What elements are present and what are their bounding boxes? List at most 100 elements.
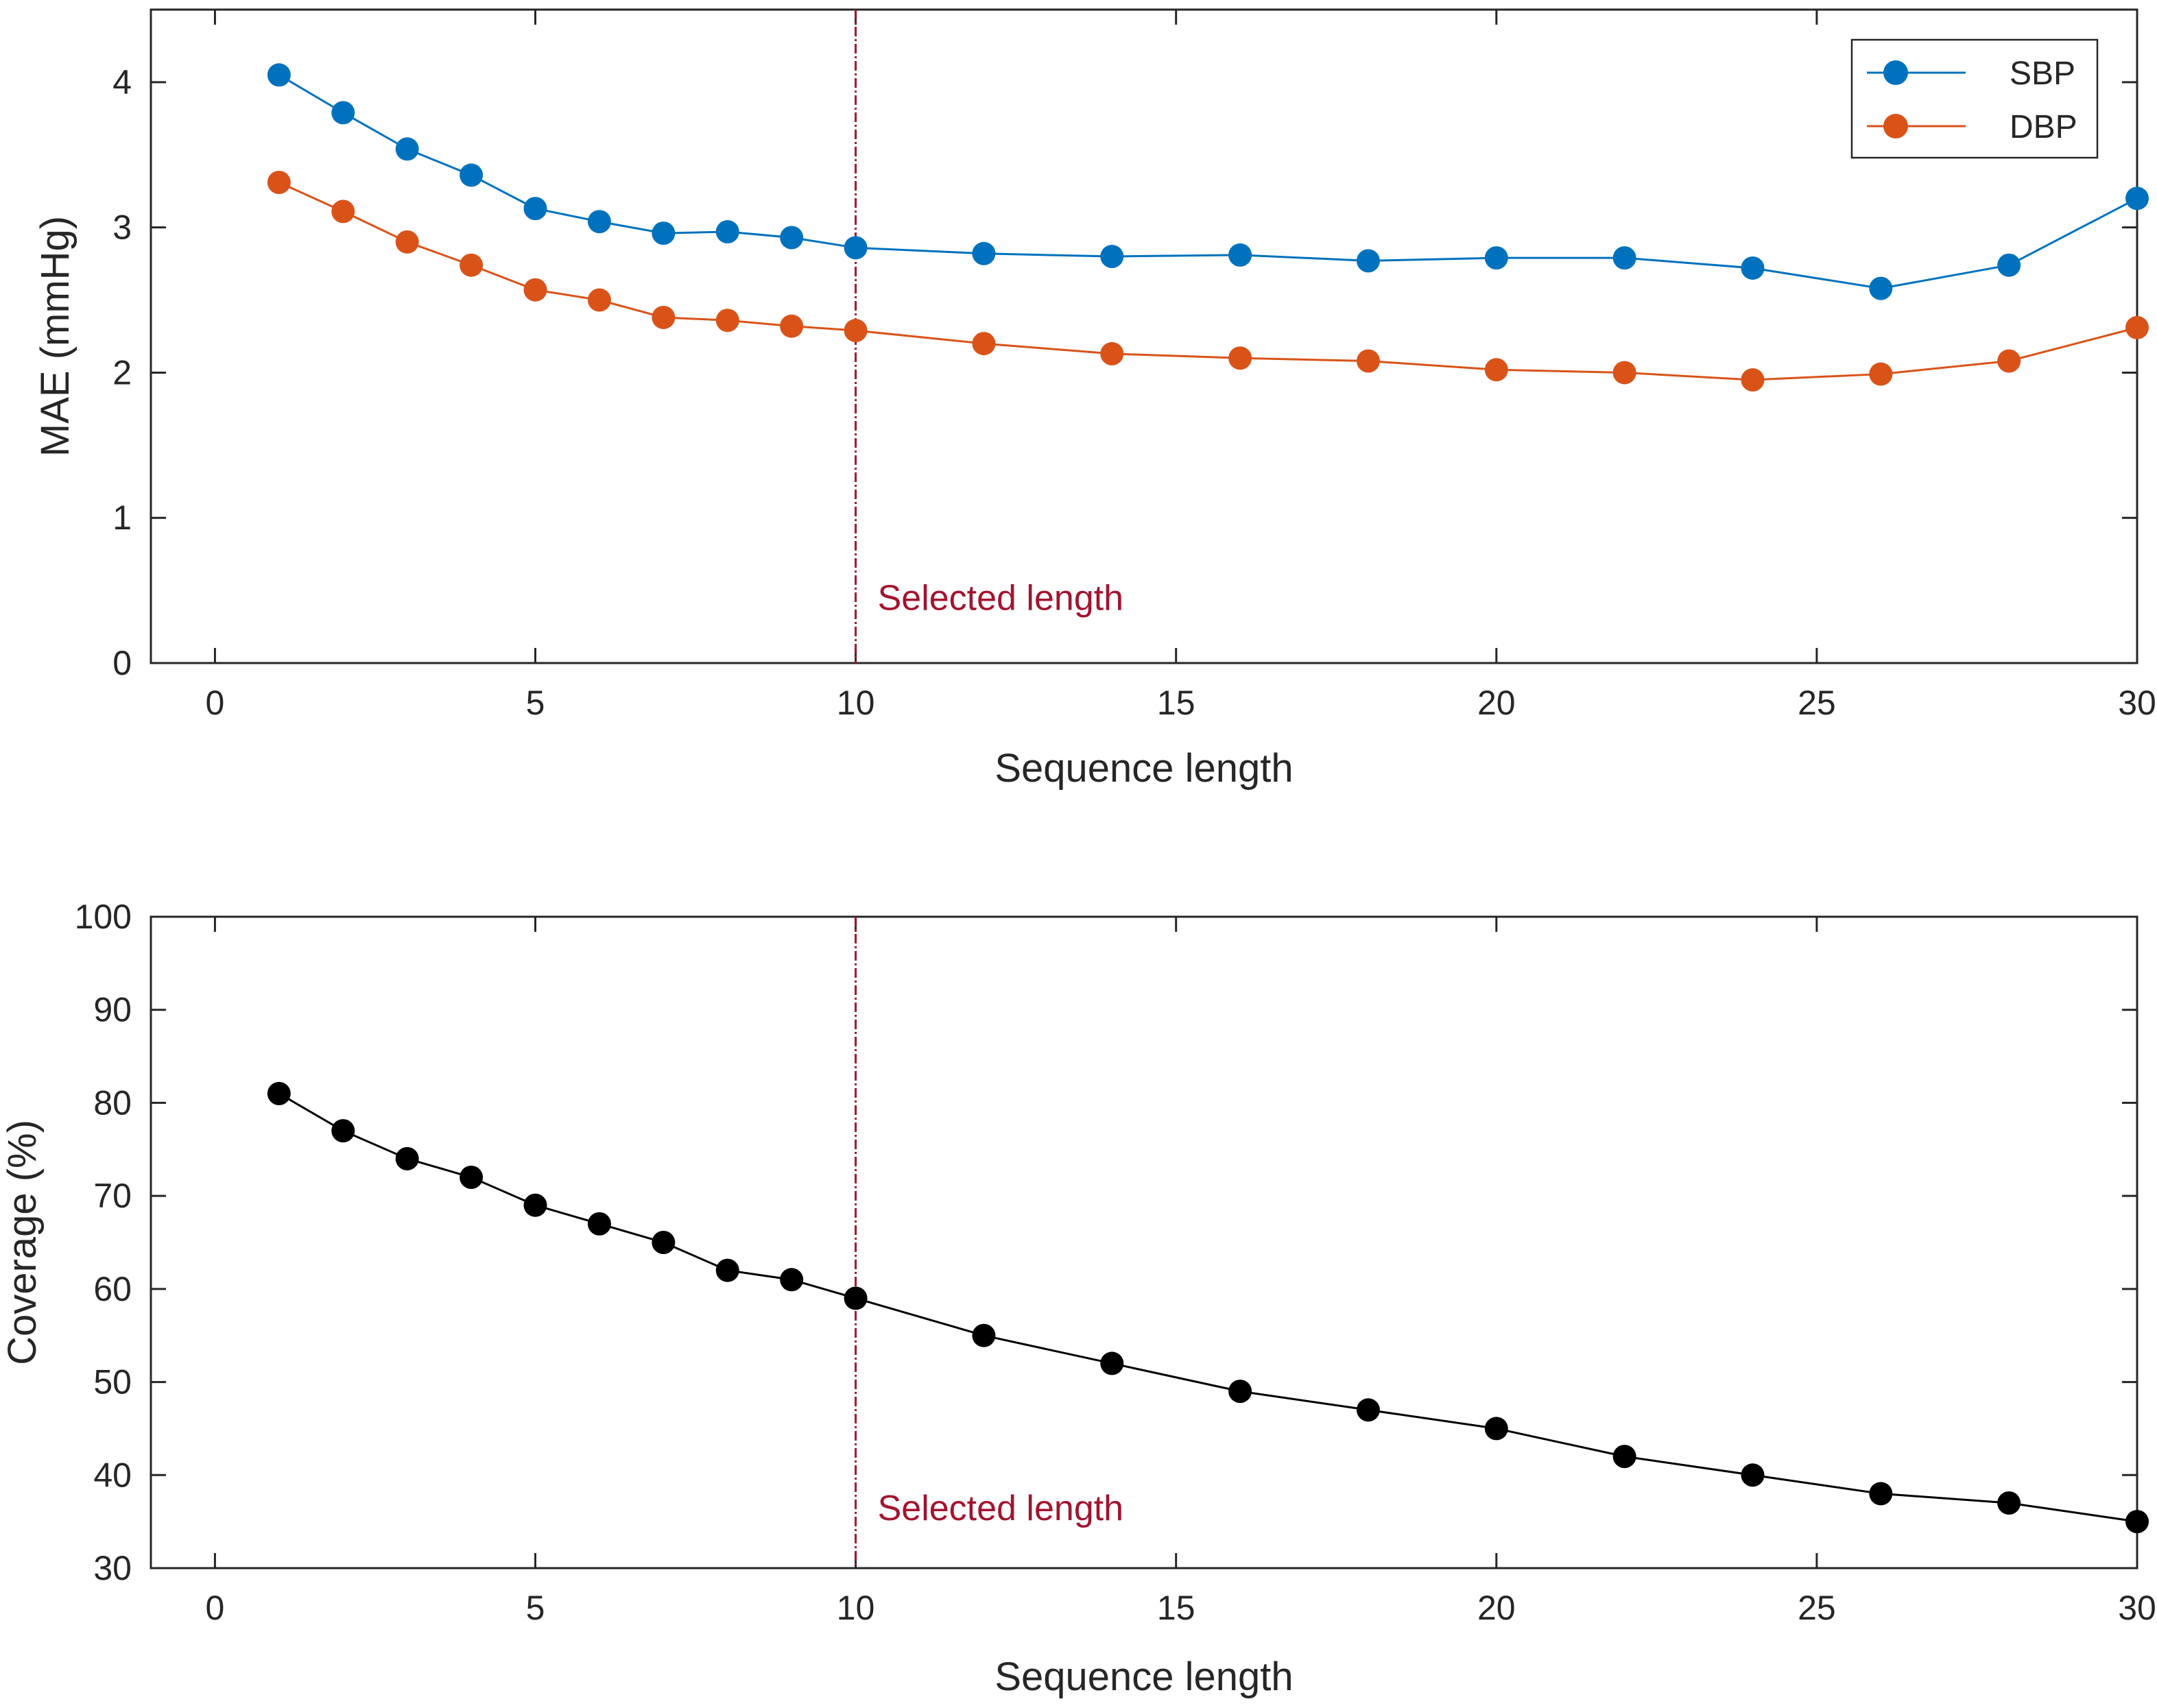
coverage-point-coverage — [1741, 1463, 1765, 1487]
coverage-y-tick-label: 50 — [93, 1363, 132, 1402]
mae-point-sbp — [780, 226, 804, 250]
mae-point-sbp — [715, 220, 739, 244]
coverage-y-tick-label: 90 — [93, 991, 132, 1029]
mae-x-tick-label: 20 — [1477, 684, 1516, 722]
mae-point-sbp — [2125, 187, 2149, 211]
coverage-series — [267, 1081, 2149, 1534]
mae-point-sbp — [267, 63, 291, 87]
coverage-point-coverage — [652, 1231, 676, 1254]
mae-point-dbp — [1228, 346, 1252, 370]
mae-point-dbp — [460, 253, 484, 277]
mae-series-line-sbp — [278, 74, 2138, 290]
mae-chart: 0 5 10 15 20 25 30 0 1 2 3 4 Selected length Sequen… — [33, 8, 2156, 791]
coverage-point-coverage — [1869, 1482, 1893, 1506]
coverage-point-coverage — [460, 1166, 484, 1189]
legend-dbp-marker — [1883, 114, 1908, 139]
mae-point-sbp — [844, 236, 868, 260]
mae-plot-area — [150, 8, 2138, 664]
coverage-point-coverage — [972, 1323, 996, 1347]
coverage-x-tick-label: 0 — [206, 1589, 225, 1627]
coverage-y-axis-label: Coverage (%) — [0, 1120, 45, 1365]
coverage-point-coverage — [331, 1119, 355, 1143]
coverage-y-tick-label: 100 — [75, 898, 132, 936]
coverage-point-coverage — [2125, 1510, 2149, 1534]
mae-point-dbp — [1100, 341, 1124, 365]
mae-point-sbp — [1741, 256, 1765, 280]
mae-point-sbp — [395, 137, 419, 161]
mae-y-tick-label: 4 — [112, 63, 132, 101]
coverage-x-tick-label: 30 — [2118, 1589, 2156, 1627]
mae-y-tick-label: 0 — [112, 644, 132, 682]
coverage-point-coverage — [1612, 1445, 1636, 1469]
mae-point-dbp — [652, 305, 676, 329]
coverage-x-tick-label: 15 — [1157, 1589, 1195, 1627]
mae-legend: SBP DBP — [1850, 38, 2099, 159]
coverage-point-coverage — [715, 1258, 739, 1282]
mae-point-sbp — [1228, 243, 1252, 267]
mae-point-dbp — [1869, 362, 1893, 386]
legend-dbp-label: DBP — [2010, 109, 2077, 145]
coverage-x-tick-label: 25 — [1798, 1589, 1836, 1627]
mae-x-tick-label: 0 — [206, 684, 225, 722]
coverage-point-coverage — [844, 1286, 868, 1310]
mae-ticks: 0 5 10 15 20 25 30 0 1 2 3 4 — [112, 10, 2156, 722]
mae-series — [267, 63, 2149, 392]
mae-point-dbp — [844, 319, 868, 343]
mae-point-sbp — [1356, 249, 1380, 273]
mae-point-dbp — [1612, 361, 1636, 385]
coverage-point-coverage — [267, 1081, 291, 1105]
mae-point-dbp — [1484, 358, 1508, 382]
mae-point-sbp — [1612, 246, 1636, 270]
mae-point-dbp — [780, 314, 804, 338]
mae-y-tick-label: 2 — [112, 353, 132, 392]
mae-x-tick-label: 30 — [2118, 684, 2156, 722]
mae-y-tick-label: 1 — [112, 498, 132, 537]
mae-point-sbp — [652, 221, 676, 245]
coverage-plot-area — [150, 915, 2138, 1569]
mae-point-dbp — [331, 200, 355, 224]
coverage-point-coverage — [587, 1212, 611, 1236]
mae-point-dbp — [972, 332, 996, 356]
coverage-point-coverage — [1356, 1398, 1380, 1422]
mae-point-sbp — [587, 210, 611, 234]
mae-point-dbp — [1741, 368, 1765, 392]
mae-x-tick-label: 10 — [837, 684, 875, 722]
coverage-point-coverage — [1484, 1417, 1508, 1441]
coverage-chart: 0 5 10 15 20 25 30 30 40 50 60 70 80 90 100 Selected l… — [0, 898, 2156, 1699]
coverage-reference-line-group: Selected length — [855, 917, 1123, 1568]
coverage-x-axis-label: Sequence length — [994, 1655, 1293, 1699]
mae-x-tick-label: 15 — [1157, 684, 1195, 722]
mae-point-sbp — [523, 197, 547, 221]
mae-x-tick-label: 5 — [526, 684, 545, 722]
coverage-point-coverage — [395, 1146, 419, 1170]
mae-point-dbp — [267, 171, 291, 195]
mae-point-dbp — [523, 278, 547, 302]
mae-point-dbp — [1356, 349, 1380, 373]
coverage-y-tick-label: 40 — [93, 1456, 132, 1494]
mae-y-axis-label: MAE (mmHg) — [33, 216, 78, 457]
mae-point-sbp — [1997, 253, 2021, 277]
mae-y-tick-label: 3 — [112, 208, 132, 247]
mae-point-dbp — [587, 288, 611, 312]
mae-reference-label: Selected length — [878, 579, 1124, 618]
coverage-y-tick-label: 80 — [93, 1083, 132, 1122]
mae-point-dbp — [2125, 315, 2149, 339]
coverage-y-tick-label: 70 — [93, 1177, 132, 1215]
mae-point-sbp — [1100, 245, 1124, 269]
coverage-x-tick-label: 10 — [837, 1589, 875, 1627]
mae-point-sbp — [460, 163, 484, 187]
coverage-point-coverage — [780, 1268, 804, 1292]
mae-point-sbp — [1869, 276, 1893, 300]
coverage-point-coverage — [1100, 1351, 1124, 1375]
coverage-x-tick-label: 5 — [526, 1589, 545, 1627]
mae-x-tick-label: 25 — [1798, 684, 1836, 722]
mae-point-sbp — [331, 101, 355, 125]
mae-point-sbp — [1484, 246, 1508, 270]
mae-point-dbp — [395, 230, 419, 254]
coverage-y-tick-label: 60 — [93, 1270, 132, 1308]
coverage-point-coverage — [523, 1193, 547, 1217]
coverage-y-tick-label: 30 — [93, 1549, 132, 1587]
mae-point-sbp — [972, 241, 996, 265]
mae-reference-line-group: Selected length — [855, 10, 1124, 663]
